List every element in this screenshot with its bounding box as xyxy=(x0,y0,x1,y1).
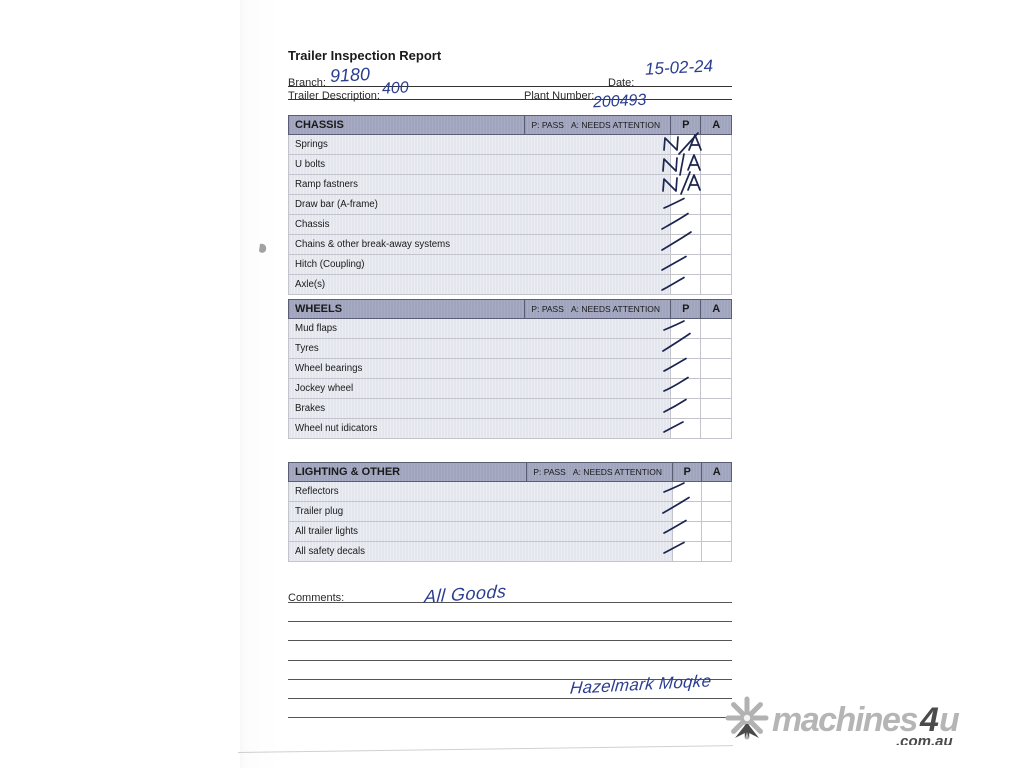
svg-text:.com.au: .com.au xyxy=(896,733,953,745)
